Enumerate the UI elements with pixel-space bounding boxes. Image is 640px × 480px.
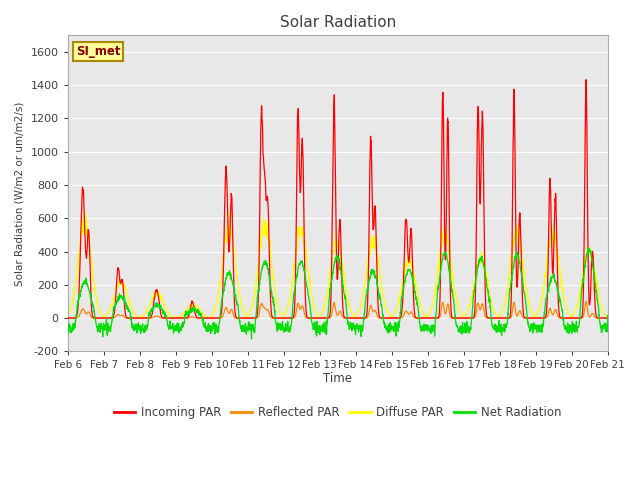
Y-axis label: Solar Radiation (W/m2 or um/m2/s): Solar Radiation (W/m2 or um/m2/s) [15,101,25,286]
Legend: Incoming PAR, Reflected PAR, Diffuse PAR, Net Radiation: Incoming PAR, Reflected PAR, Diffuse PAR… [109,401,566,424]
Title: Solar Radiation: Solar Radiation [280,15,396,30]
X-axis label: Time: Time [323,372,352,385]
Text: SI_met: SI_met [76,45,120,58]
